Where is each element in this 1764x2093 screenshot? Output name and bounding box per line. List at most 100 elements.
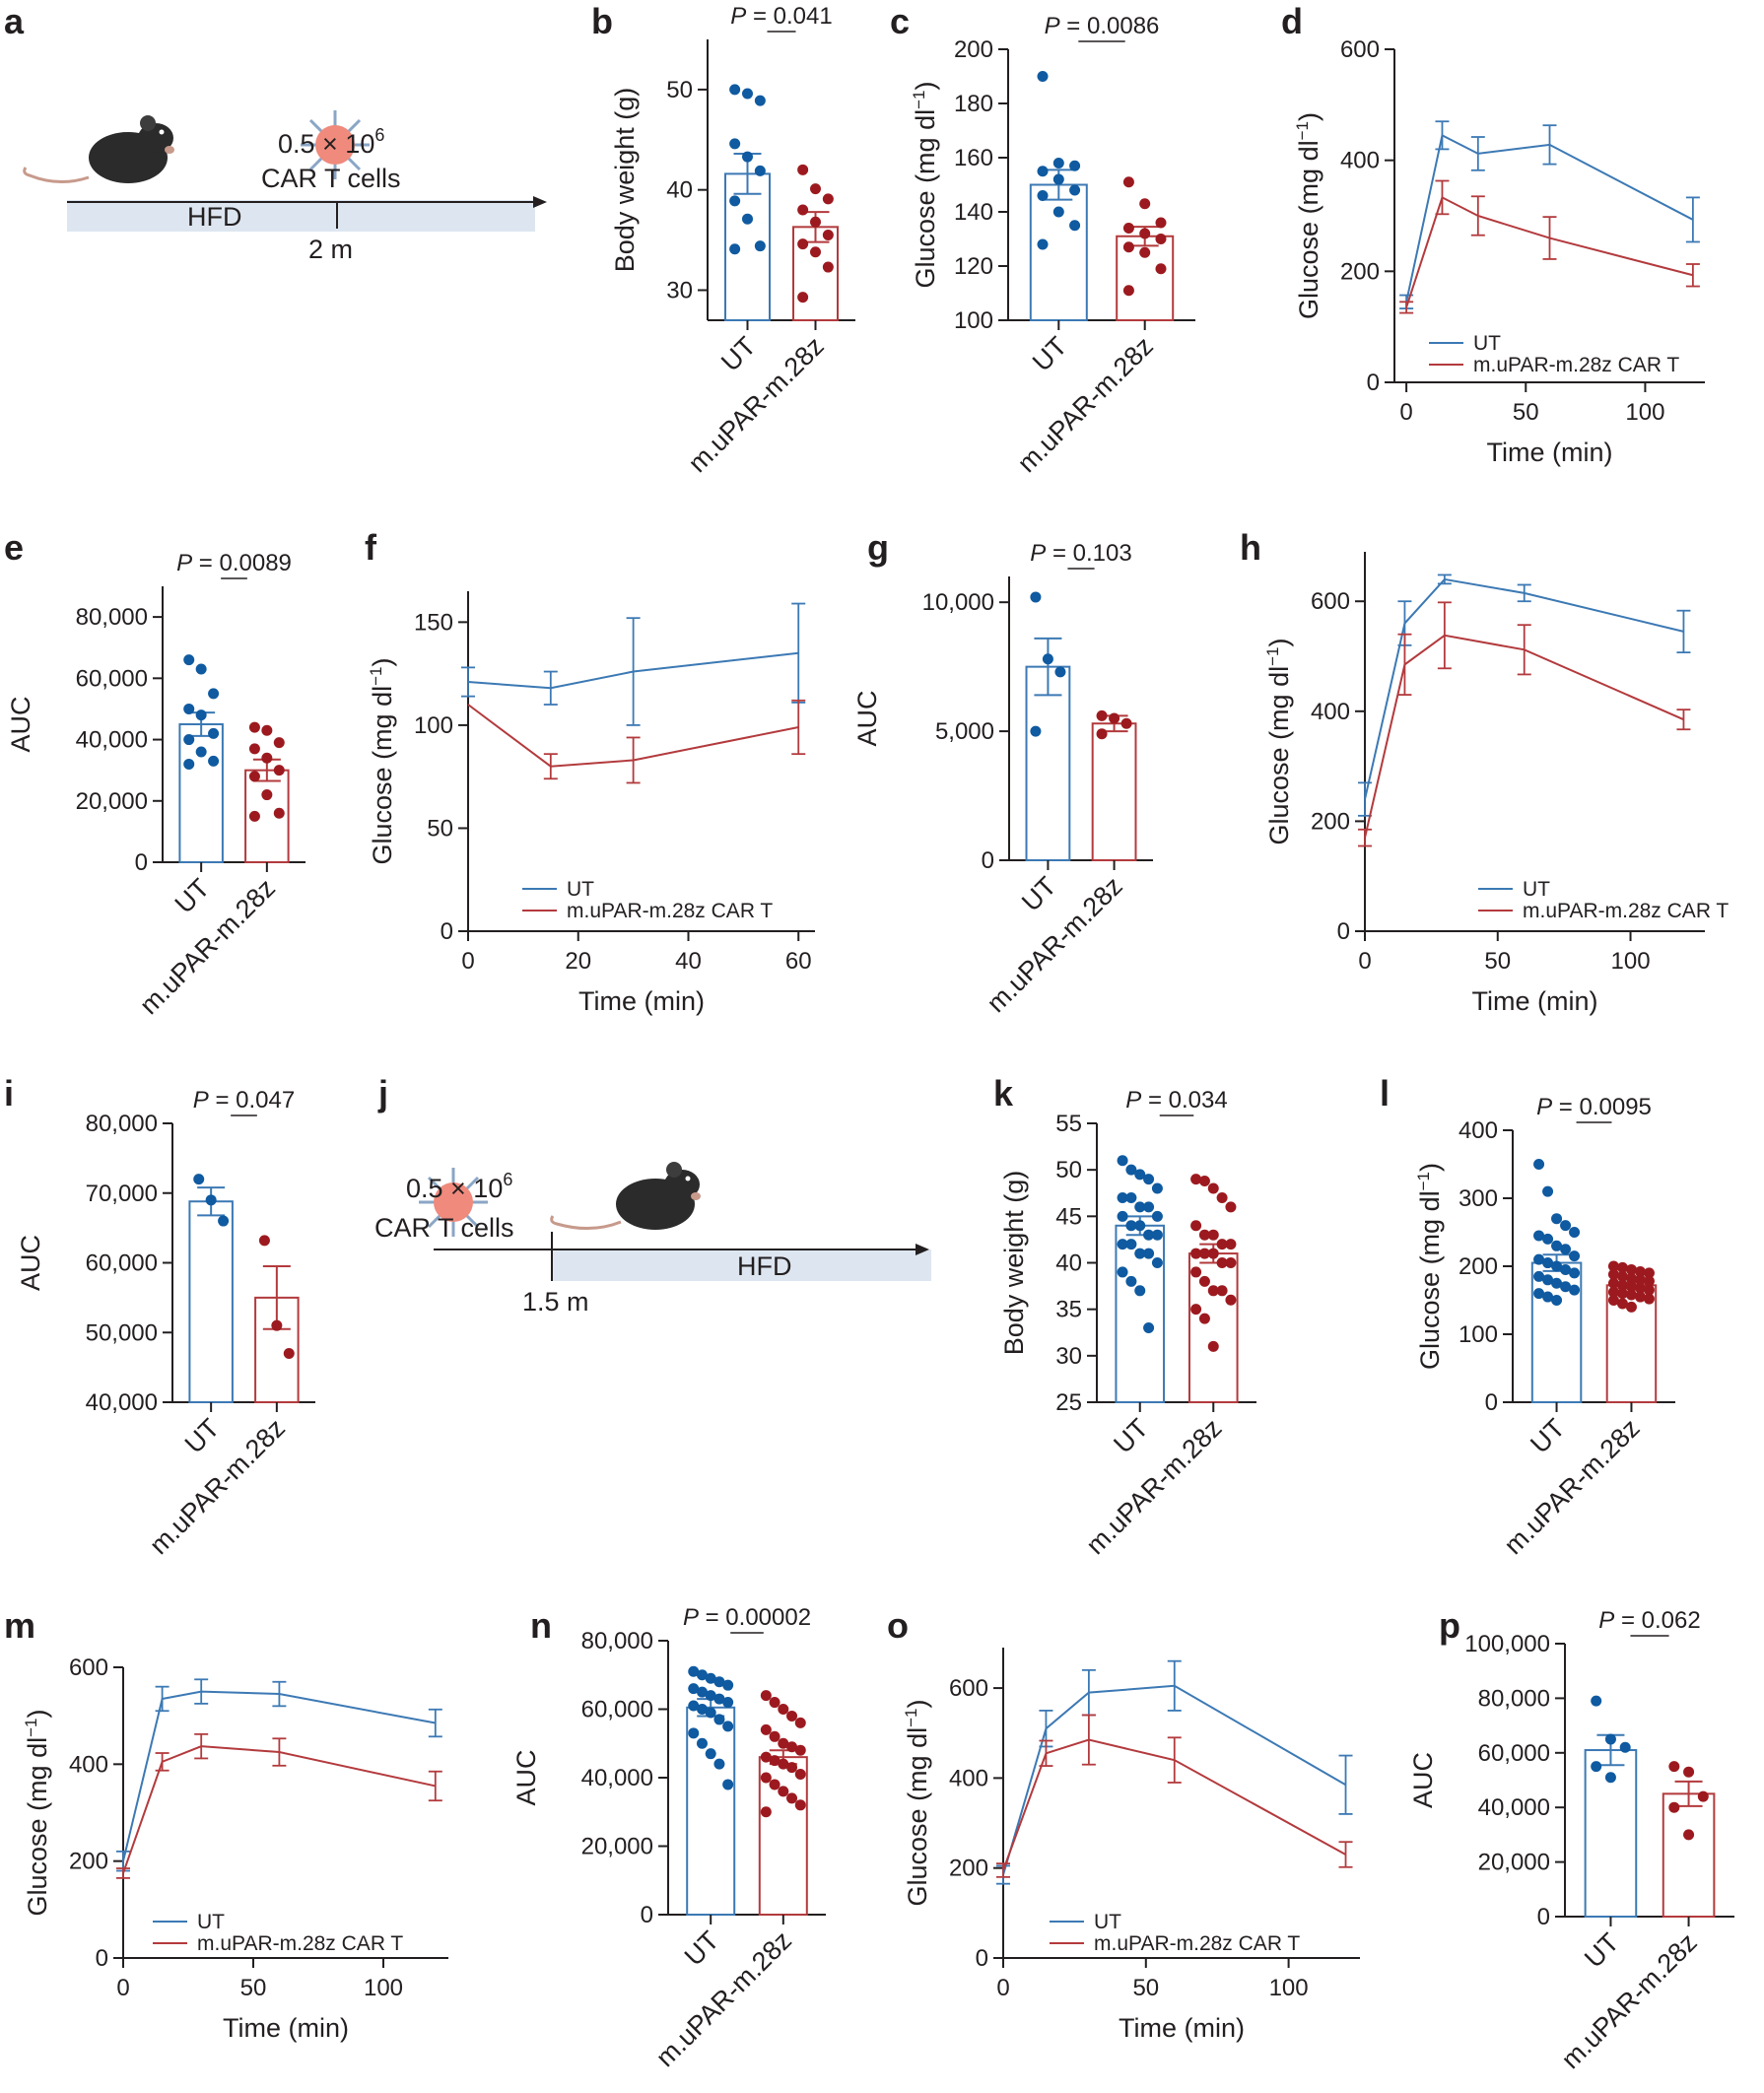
data-point xyxy=(688,1683,700,1695)
chart-p: p 0 20,000 40,000 60,000 80,000 100,000 AUC UTm.… xyxy=(1408,1605,1734,2074)
panel-label-b: b xyxy=(591,1,613,41)
data-point xyxy=(1697,1790,1709,1802)
y-tick-label: 25 xyxy=(1055,1389,1082,1416)
x-axis-label: Time (min) xyxy=(1487,438,1613,467)
data-point xyxy=(273,807,285,819)
car-t-cell-icon xyxy=(419,1168,488,1237)
data-point xyxy=(1069,220,1081,232)
y-axis-label: Glucose (mg dl−1) xyxy=(1293,112,1323,319)
data-point xyxy=(1117,1210,1128,1222)
data-point xyxy=(705,1707,716,1719)
data-point xyxy=(769,1755,780,1767)
y-tick-label: 600 xyxy=(1340,36,1380,63)
data-point xyxy=(688,1700,700,1712)
data-point xyxy=(1151,1257,1163,1268)
y-tick-label: 100 xyxy=(1459,1321,1498,1348)
data-point xyxy=(1122,285,1134,297)
data-point xyxy=(786,1741,798,1753)
y-tick-label: 40,000 xyxy=(581,1765,653,1791)
data-point xyxy=(1134,1220,1146,1232)
x-tick-label: 100 xyxy=(1611,948,1651,975)
legend-label: UT xyxy=(567,878,594,901)
schematic-a: a HFD 2 m 0.5 × 106 CAR T cells xyxy=(4,1,547,264)
y-tick-label: 400 xyxy=(1311,699,1350,725)
x-tick-label: 0 xyxy=(996,1975,1009,2001)
data-point xyxy=(1042,653,1053,665)
data-point xyxy=(722,1721,734,1732)
x-tick-label: 100 xyxy=(1625,399,1664,426)
data-point xyxy=(1216,1257,1228,1268)
data-point xyxy=(1122,176,1134,188)
x-tick-label: 50 xyxy=(1484,948,1511,975)
data-point xyxy=(1668,1761,1680,1773)
data-point xyxy=(1634,1266,1646,1278)
y-tick-label: 100,000 xyxy=(1464,1631,1550,1657)
data-point xyxy=(729,84,741,96)
data-point xyxy=(1134,1201,1146,1213)
panel-label-p: p xyxy=(1439,1605,1460,1646)
p-value: P = 0.041 xyxy=(730,3,832,30)
data-point xyxy=(1634,1291,1646,1303)
data-point xyxy=(1143,1201,1155,1213)
data-point xyxy=(822,193,834,205)
data-point xyxy=(1096,728,1108,740)
x-tick-label: 20 xyxy=(565,948,591,975)
data-point xyxy=(797,292,809,304)
data-point xyxy=(754,165,766,176)
series-line xyxy=(467,704,799,768)
panel-label-j: j xyxy=(377,1073,388,1114)
data-point xyxy=(1607,1286,1619,1298)
data-point xyxy=(1216,1239,1228,1250)
y-tick-label: 50 xyxy=(666,77,693,103)
y-tick-label: 200 xyxy=(69,1849,108,1875)
y-tick-label: 0 xyxy=(96,1945,108,1972)
data-point xyxy=(786,1792,798,1804)
hfd-label: HFD xyxy=(187,202,242,232)
data-point xyxy=(1607,1295,1619,1306)
y-axis-label: AUC xyxy=(852,690,882,746)
x-tick-label: 100 xyxy=(1269,1975,1309,2001)
y-axis-label: Glucose (mg dl−1) xyxy=(1414,1163,1445,1370)
category-label: UT xyxy=(170,873,216,919)
data-point xyxy=(1030,725,1042,737)
category-label: UT xyxy=(679,1925,725,1972)
data-point xyxy=(722,1697,734,1709)
arrow-head xyxy=(916,1244,929,1255)
data-point xyxy=(1037,190,1049,201)
data-point xyxy=(1054,666,1066,678)
data-point xyxy=(1190,1174,1202,1185)
y-tick-label: 0 xyxy=(1537,1904,1550,1930)
x-axis-label: Time (min) xyxy=(1119,2013,1245,2043)
bar xyxy=(686,1706,736,1916)
y-tick-label: 600 xyxy=(69,1654,108,1681)
y-tick-label: 400 xyxy=(1459,1117,1498,1144)
data-point xyxy=(195,746,207,758)
chart-m: m 0 200 400 600 Glucose (mg dl−1) 0 50 100 Time (… xyxy=(4,1605,448,2043)
data-point xyxy=(261,724,273,736)
chart-k: k 25 30 35 40 45 50 55 Body weight (g) UTm.uPAR-m… xyxy=(993,1073,1256,1560)
data-point xyxy=(1616,1298,1628,1310)
dose-label: 0.5 × 106 xyxy=(406,1170,512,1203)
data-point xyxy=(810,246,821,258)
data-point xyxy=(1198,1248,1210,1259)
data-point xyxy=(1143,1174,1155,1185)
chart-d: d 0 200 400 600 Glucose (mg dl−1) 0 50 100 Time (… xyxy=(1281,1,1705,467)
data-point xyxy=(1155,217,1167,229)
data-point xyxy=(283,1347,295,1359)
legend-label: UT xyxy=(1523,878,1550,901)
data-point xyxy=(1551,1240,1563,1251)
legend-label: m.uPAR-m.28z CAR T xyxy=(1094,1932,1300,1955)
panel-label-k: k xyxy=(993,1073,1014,1114)
y-axis-label: AUC xyxy=(16,1235,45,1291)
p-value: P = 0.103 xyxy=(1030,540,1131,567)
panel-label-c: c xyxy=(890,1,910,41)
data-point xyxy=(1143,1322,1155,1334)
legend-label: m.uPAR-m.28z CAR T xyxy=(1473,354,1679,376)
y-tick-label: 400 xyxy=(949,1765,988,1791)
data-point xyxy=(1198,1229,1210,1241)
x-axis-label: Time (min) xyxy=(223,2013,349,2043)
y-tick-label: 200 xyxy=(1340,258,1380,285)
